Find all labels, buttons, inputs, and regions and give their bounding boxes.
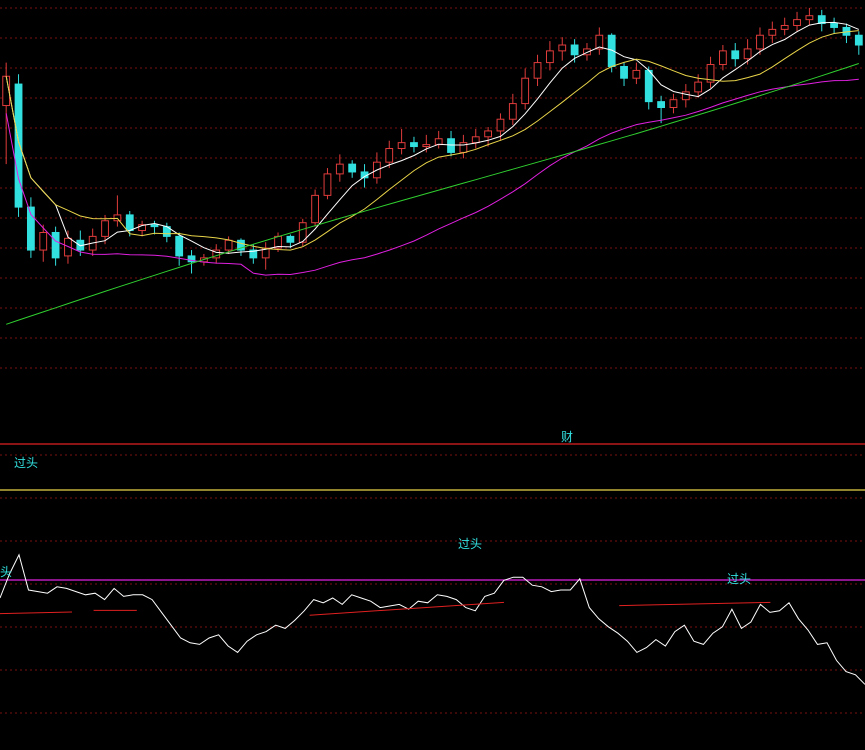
candle-body	[51, 231, 60, 259]
indicator-line	[0, 553, 865, 685]
candle-body	[125, 214, 134, 232]
candle-body	[657, 101, 666, 109]
candle-body	[570, 44, 579, 56]
candle-body	[237, 239, 245, 251]
candle-body	[2, 75, 11, 107]
candle-body	[212, 249, 221, 259]
trend-segment	[0, 611, 73, 615]
candle-body	[447, 138, 455, 153]
candle-body	[422, 144, 431, 148]
candle-body	[756, 34, 764, 50]
ma5-line	[5, 21, 859, 254]
trend-segment	[309, 601, 505, 616]
candle-body	[410, 142, 418, 148]
candle-body	[681, 91, 690, 101]
candle-body	[743, 48, 752, 60]
candle-body	[348, 163, 357, 173]
candle-body	[175, 235, 184, 257]
candle-body	[471, 136, 480, 144]
candle-body	[632, 69, 641, 79]
candle-body	[793, 19, 801, 26]
candle-body	[644, 69, 653, 103]
annotation-label: 过头	[14, 456, 38, 470]
candle-body	[731, 50, 740, 60]
candle-body	[286, 235, 295, 243]
candle-body	[545, 50, 554, 64]
candle-body	[397, 142, 406, 150]
annotation-label: 过头	[458, 537, 482, 551]
candle-body	[533, 62, 542, 79]
candle-body	[484, 130, 493, 138]
candle-body	[335, 163, 344, 175]
candle-body	[311, 194, 320, 224]
ma20-line	[5, 78, 859, 276]
candle-body	[323, 173, 332, 196]
candle-body	[14, 83, 23, 208]
candle-body	[224, 239, 233, 251]
candle-body	[39, 231, 48, 251]
candle-body	[583, 48, 591, 56]
candle-body	[768, 28, 777, 36]
candle-body	[706, 64, 715, 83]
candle-body	[805, 15, 814, 21]
candle-body	[830, 23, 839, 28]
candle-body	[249, 249, 258, 259]
candle-body	[113, 214, 122, 222]
ma60-line	[6, 63, 859, 325]
annotation-label: 财	[561, 430, 573, 444]
annotation-label: 过头	[727, 572, 751, 586]
candle-body	[496, 118, 505, 132]
candle-body	[718, 50, 727, 66]
candle-body	[669, 99, 678, 109]
candle-body	[26, 206, 35, 251]
candle-body	[620, 65, 628, 79]
candle-body	[150, 224, 159, 228]
candle-body	[187, 255, 196, 263]
candle-body	[854, 34, 863, 46]
candle-body	[298, 222, 307, 243]
ma10-line	[5, 30, 859, 251]
candle-body	[508, 103, 517, 120]
candle-body	[64, 237, 72, 257]
candle-body	[138, 224, 147, 232]
candle-body	[385, 148, 394, 163]
candle-body	[101, 220, 109, 237]
candle-body	[780, 24, 789, 30]
candle-body	[817, 15, 826, 25]
candle-body	[558, 44, 567, 52]
candle-body	[521, 77, 530, 105]
annotation-label: 头	[0, 565, 12, 579]
candle-body	[595, 34, 604, 50]
candle-body	[694, 81, 703, 93]
trend-segment	[619, 601, 771, 607]
